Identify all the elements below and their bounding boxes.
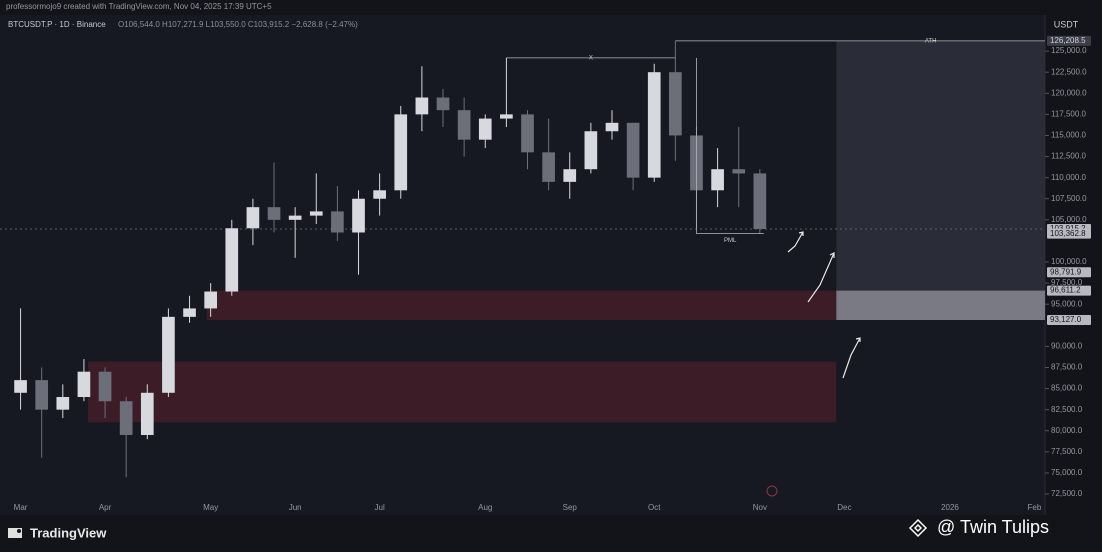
x-tick-label: Sep (563, 503, 578, 512)
candle-body (626, 122, 640, 178)
candle-body (605, 122, 619, 132)
projection-box (836, 40, 1045, 321)
candle-body (204, 291, 217, 309)
price-tag (1047, 285, 1091, 296)
candle-body (647, 72, 661, 178)
y-tick-label: 122,500.0 (1051, 67, 1087, 76)
price-tag (1047, 228, 1091, 239)
candle-body (35, 380, 49, 410)
projection-zone (836, 290, 1045, 321)
x-tick-label: Oct (648, 503, 661, 512)
watermark: @ Twin Tulips (937, 517, 1049, 537)
candle-body (436, 97, 450, 111)
y-tick-label: 112,500.0 (1051, 152, 1087, 161)
tv-logo (8, 528, 22, 538)
price-tag-label: 103,362.8 (1050, 229, 1086, 238)
annotation-label: ATH (925, 38, 937, 44)
candle-body (56, 397, 70, 410)
y-tick-label: 97,500.0 (1051, 278, 1083, 287)
brand: TradingView (30, 525, 107, 540)
candle-body (183, 308, 196, 317)
candle-body (732, 169, 746, 174)
y-tick-label: 75,000.0 (1051, 468, 1083, 477)
price-tag-label: 98,791.9 (1050, 267, 1082, 276)
candle-body (267, 207, 281, 220)
candle-body (140, 392, 154, 435)
candle-body (478, 118, 492, 140)
symbol: BTCUSDT.P · 1D · Binance (8, 20, 106, 29)
candle-body (288, 215, 302, 220)
x-tick-label: Aug (478, 503, 492, 512)
x-tick-label: Jul (375, 503, 385, 512)
candle-body (711, 169, 724, 191)
candle-body (77, 371, 91, 398)
y-tick-label: 105,000.0 (1051, 215, 1087, 224)
y-tick-label: 125,000.0 (1051, 46, 1087, 55)
candle-body (246, 207, 260, 229)
candle-body (457, 110, 471, 140)
y-tick-label: 90,000.0 (1051, 341, 1083, 350)
y-tick-label: 72,500.0 (1051, 489, 1083, 498)
candle-body (521, 114, 534, 153)
currency: USDT (1054, 19, 1079, 29)
y-tick-label: 110,000.0 (1051, 173, 1087, 182)
price-tag (1047, 267, 1091, 278)
y-tick-label: 85,000.0 (1051, 384, 1083, 393)
y-tick-label: 107,500.0 (1051, 194, 1087, 203)
price-tag-label: 93,127.0 (1050, 315, 1082, 324)
candle-body (352, 198, 365, 233)
zone (206, 290, 837, 321)
zone (87, 361, 837, 423)
candle-body (542, 152, 555, 182)
x-tick-label: Feb (1028, 503, 1042, 512)
candle-body (415, 97, 429, 115)
price-tag-label: 96,611.2 (1050, 286, 1081, 295)
x-tick-label: Dec (837, 503, 851, 512)
candle-body (14, 380, 27, 393)
y-tick-label: 115,000.0 (1051, 131, 1087, 140)
candle-body (584, 131, 598, 170)
price-tag-label: 126,208.5 (1050, 36, 1086, 45)
candle-body (753, 173, 767, 229)
annotation-label: PML (724, 238, 737, 244)
price-tag-label: 103,915.2 (1050, 224, 1086, 233)
annotation-label: X (589, 55, 593, 61)
y-tick-label: 77,500.0 (1051, 447, 1083, 456)
candle-body (331, 211, 344, 233)
watermark-icon (908, 518, 928, 538)
y-tick-label: 117,500.0 (1051, 109, 1087, 118)
y-tick-label: 80,000.0 (1051, 426, 1083, 435)
y-tick-label: 87,500.0 (1051, 363, 1083, 372)
y-tick-label: 82,500.0 (1051, 405, 1083, 414)
x-tick-label: Nov (753, 503, 767, 512)
price-tag (1047, 35, 1091, 46)
candle-body (225, 228, 239, 292)
ohlc: O106,544.0 H107,271.9 L103,550.0 C103,91… (118, 20, 358, 29)
candle-body (563, 169, 577, 182)
candle-body (119, 401, 133, 435)
event-icon (766, 485, 778, 497)
y-tick-label: 120,000.0 (1051, 88, 1087, 97)
y-tick-label: 95,000.0 (1051, 299, 1083, 308)
y-tick-label: 100,000.0 (1051, 257, 1087, 266)
credit: professormojo9 created with TradingView.… (6, 2, 272, 11)
candle-body (373, 190, 386, 199)
candle-body (309, 211, 323, 216)
candle-body (500, 114, 513, 119)
candle-body (394, 114, 408, 191)
candle-body (669, 72, 682, 136)
candle-body (98, 371, 112, 402)
arrows (787, 231, 861, 379)
x-tick-label: 2026 (941, 503, 959, 512)
candle-body (162, 316, 175, 393)
x-tick-label: Apr (99, 503, 112, 512)
x-tick-label: Mar (14, 503, 28, 512)
x-tick-label: May (203, 503, 218, 512)
price-tag (1047, 315, 1091, 326)
x-tick-label: Jun (289, 503, 302, 512)
